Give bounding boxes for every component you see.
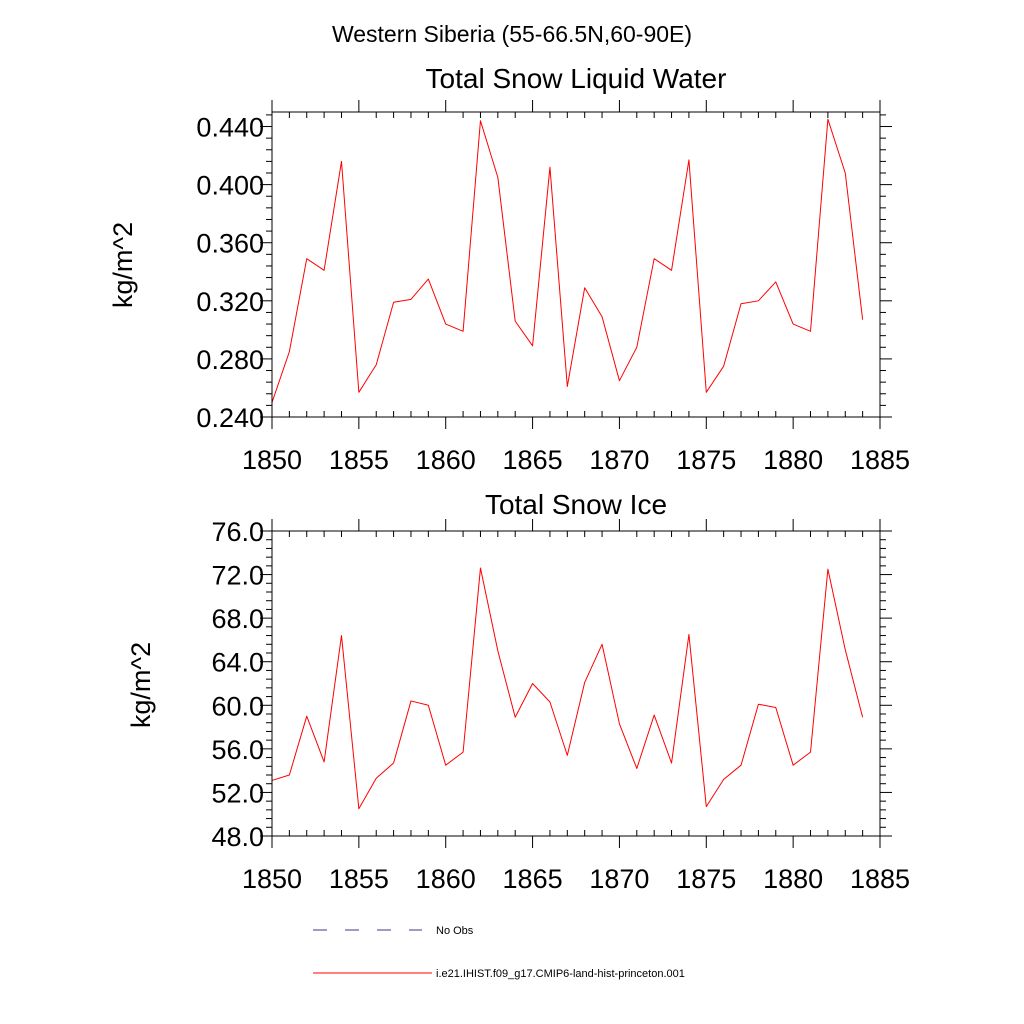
y-tick-label: 48.0 bbox=[211, 822, 264, 852]
plot-frame bbox=[271, 111, 881, 418]
x-tick-label: 1880 bbox=[763, 445, 823, 475]
y-tick-label: 52.0 bbox=[211, 778, 264, 808]
axis-ticks bbox=[260, 519, 892, 848]
panel-title: Total Snow Ice bbox=[485, 489, 667, 520]
x-tick-label: 1875 bbox=[676, 445, 736, 475]
data-series bbox=[271, 567, 864, 810]
x-tick-label: 1880 bbox=[763, 864, 823, 894]
series-line bbox=[271, 567, 864, 810]
y-tick-label: 0.320 bbox=[196, 287, 264, 317]
y-tick-label: 76.0 bbox=[211, 517, 264, 547]
x-tick-label: 1865 bbox=[503, 445, 563, 475]
y-tick-label: 0.400 bbox=[196, 171, 264, 201]
x-tick-label: 1855 bbox=[329, 445, 389, 475]
y-tick-label: 60.0 bbox=[211, 691, 264, 721]
axis-ticks bbox=[260, 100, 892, 429]
x-tick-label: 1870 bbox=[589, 445, 649, 475]
y-tick-label: 0.280 bbox=[196, 345, 264, 375]
y-axis-label: kg/m^2 bbox=[108, 222, 138, 308]
x-tick-label: 1850 bbox=[242, 445, 302, 475]
x-tick-label: 1865 bbox=[503, 864, 563, 894]
figure-title: Western Siberia (55-66.5N,60-90E) bbox=[332, 21, 692, 47]
y-tick-label: 56.0 bbox=[211, 735, 264, 765]
panel-snow-liquid-water: Total Snow Liquid Water kg/m^2 1850 1855 1… bbox=[108, 63, 910, 475]
y-tick-label: 68.0 bbox=[211, 604, 264, 634]
x-tick-label: 1855 bbox=[329, 864, 389, 894]
y-tick-label: 0.360 bbox=[196, 229, 264, 259]
data-series bbox=[271, 118, 864, 403]
y-tick-label: 0.240 bbox=[196, 403, 264, 433]
y-axis-label: kg/m^2 bbox=[126, 642, 156, 728]
x-tick-label: 1885 bbox=[850, 445, 910, 475]
legend-label-model-run: i.e21.IHIST.f09_g17.CMIP6-land-hist-prin… bbox=[436, 968, 685, 980]
x-tick-label: 1885 bbox=[850, 864, 910, 894]
y-tick-label: 64.0 bbox=[211, 648, 264, 678]
y-tick-label: 0.440 bbox=[196, 113, 264, 143]
tick-labels: 1850 1855 1860 1865 1870 1875 1880 1885 0.240 0.2… bbox=[196, 113, 910, 475]
plot-frame bbox=[271, 530, 881, 837]
x-tick-label: 1870 bbox=[589, 864, 649, 894]
x-tick-label: 1860 bbox=[416, 445, 476, 475]
x-tick-label: 1850 bbox=[242, 864, 302, 894]
legend-label-no-obs: No Obs bbox=[436, 925, 474, 937]
x-tick-label: 1860 bbox=[416, 864, 476, 894]
panel-title: Total Snow Liquid Water bbox=[426, 63, 727, 94]
tick-labels: 1850 1855 1860 1865 1870 1875 1880 1885 48.0 52.0… bbox=[211, 517, 910, 894]
panel-snow-ice: Total Snow Ice kg/m^2 1850 1855 1860 1865 18… bbox=[126, 489, 910, 894]
series-line bbox=[271, 118, 864, 403]
x-tick-label: 1875 bbox=[676, 864, 736, 894]
legend: No Obs i.e21.IHIST.f09_g17.CMIP6-land-hi… bbox=[313, 925, 685, 980]
y-tick-label: 72.0 bbox=[211, 561, 264, 591]
